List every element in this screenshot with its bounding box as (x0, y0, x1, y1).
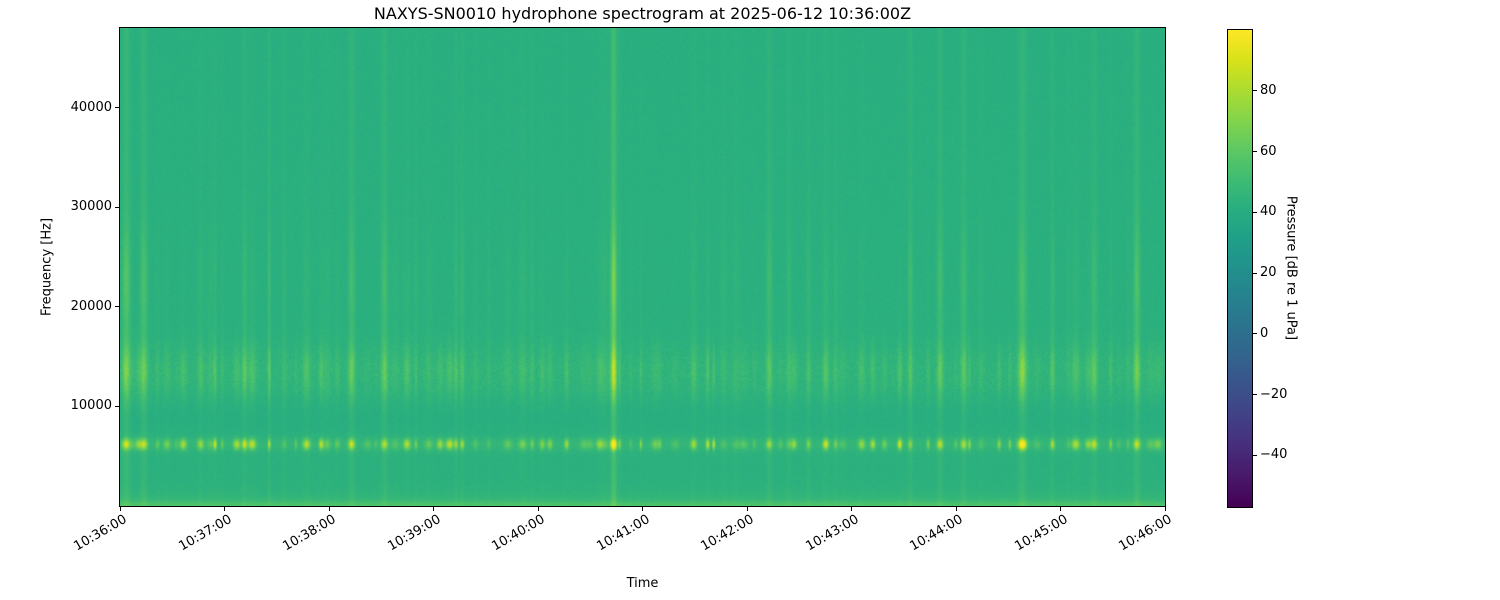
x-tick (955, 507, 957, 511)
y-tick-label: 20000 (70, 298, 112, 314)
colorbar-tick-label: 40 (1260, 204, 1277, 220)
y-tick-label: 10000 (70, 398, 112, 414)
x-tick-label: 10:41:00 (593, 512, 652, 555)
colorbar-tick-label: 20 (1260, 265, 1277, 281)
y-tick (115, 206, 119, 208)
x-tick (642, 507, 643, 511)
colorbar-label: Pressure [dB re 1 uPa] (1283, 195, 1299, 341)
x-tick-label: 10:42:00 (698, 512, 757, 555)
chart-title: NAXYS-SN0010 hydrophone spectrogram at 2… (373, 4, 912, 23)
x-tick (537, 507, 539, 511)
colorbar-tick (1253, 454, 1257, 456)
x-tick-label: 10:36:00 (71, 512, 130, 555)
x-tick (851, 507, 852, 511)
spectrogram-heatmap (120, 28, 1165, 506)
x-tick (433, 507, 434, 511)
colorbar-tick (1253, 151, 1257, 153)
x-axis-label: Time (626, 576, 659, 591)
colorbar-tick-label: 60 (1260, 143, 1277, 159)
colorbar-tick (1253, 90, 1257, 92)
x-tick-label: 10:43:00 (802, 512, 861, 555)
colorbar-tick (1253, 333, 1257, 335)
colorbar-tick (1253, 394, 1257, 396)
plot-area (119, 27, 1166, 507)
y-tick-label: 30000 (70, 199, 112, 215)
x-tick-label: 10:44:00 (907, 512, 966, 555)
colorbar-tick-label: −40 (1260, 447, 1288, 463)
x-tick (746, 507, 748, 511)
colorbar-tick (1253, 211, 1257, 213)
y-tick (115, 306, 119, 308)
x-tick-label: 10:46:00 (1116, 512, 1175, 555)
x-tick (1164, 507, 1166, 511)
colorbar (1227, 29, 1253, 508)
x-tick (328, 507, 330, 511)
colorbar-tick-label: 80 (1260, 82, 1277, 98)
x-tick-label: 10:40:00 (489, 512, 548, 555)
colorbar-tick-label: 0 (1260, 325, 1269, 341)
x-tick-label: 10:38:00 (280, 512, 339, 555)
colorbar-tick-label: −20 (1260, 386, 1288, 402)
x-tick-label: 10:45:00 (1011, 512, 1070, 555)
y-tick (115, 405, 119, 407)
x-tick-label: 10:39:00 (384, 512, 443, 555)
colorbar-tick (1253, 272, 1257, 274)
x-tick (224, 507, 225, 511)
x-tick-label: 10:37:00 (175, 512, 234, 555)
y-tick (115, 107, 119, 109)
x-tick (119, 507, 121, 511)
y-tick-label: 40000 (70, 99, 112, 115)
colorbar-gradient (1228, 30, 1252, 507)
x-tick (1060, 507, 1061, 511)
